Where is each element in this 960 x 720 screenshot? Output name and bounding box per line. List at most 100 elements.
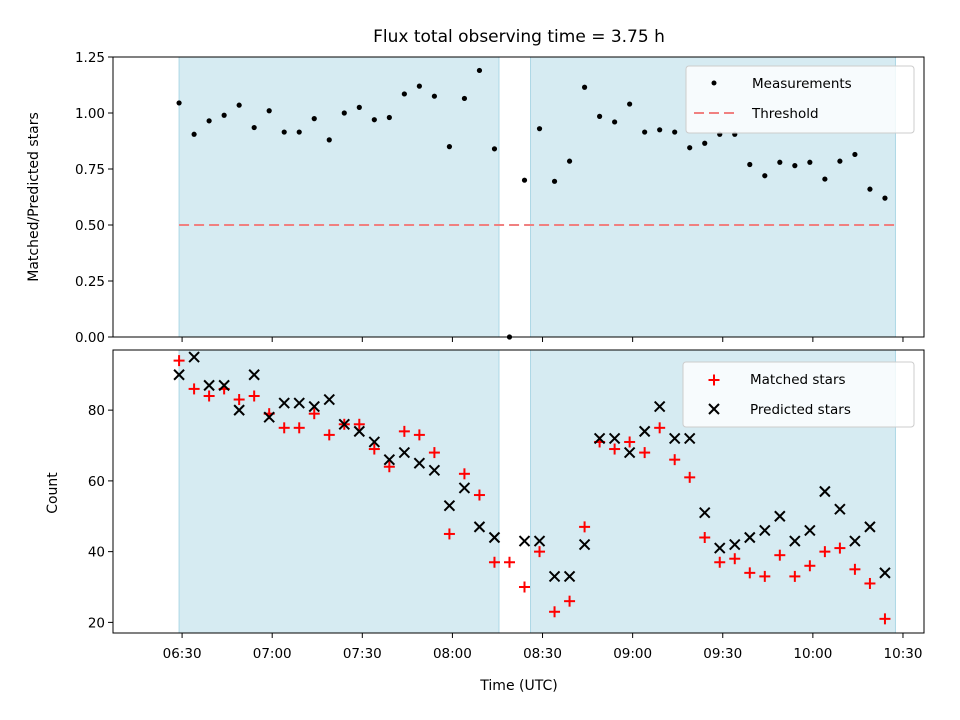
measurement-point — [777, 159, 783, 165]
measurement-point — [807, 159, 813, 165]
predicted-star-point — [879, 567, 891, 579]
predicted-star-point — [473, 521, 486, 533]
matched-star-point — [684, 471, 696, 483]
matched-star-point — [488, 556, 500, 568]
measurement-point — [612, 119, 618, 125]
count-y-axis: 20 40 60 80 — [88, 403, 113, 631]
measurement-point — [581, 84, 588, 90]
count-panel-frame — [112, 349, 925, 634]
observing-windows — [178, 350, 896, 633]
measurement-point — [236, 102, 242, 108]
y-tick-label: 60 — [88, 474, 105, 490]
ratio-x-axis — [181, 337, 904, 342]
measurement-point — [762, 173, 768, 179]
measurement-point — [536, 126, 543, 132]
matched-star-point — [669, 454, 681, 466]
y-tick-label: 1.00 — [75, 106, 105, 122]
predicted-star-point — [443, 499, 456, 512]
predicted-star-point — [563, 570, 576, 583]
matched-star-point — [308, 408, 320, 420]
predicted-star-point — [668, 432, 681, 445]
count-legend: Matched stars Predicted stars — [682, 361, 915, 428]
ratio-panel: 0.00 0.25 0.50 0.75 1.00 1.25 Matched/Predict… — [26, 50, 925, 346]
matched-star-point — [804, 560, 816, 572]
measurement-point — [461, 95, 468, 102]
x-tick-label: 09:30 — [703, 646, 742, 662]
measurement-point — [416, 83, 422, 89]
measurement-point — [657, 127, 663, 133]
measurements-series — [176, 67, 888, 340]
chart-title: Flux total observing time = 3.75 h — [373, 27, 665, 47]
matched-star-point — [398, 425, 410, 437]
y-tick-label: 0.00 — [75, 330, 105, 346]
legend-plus-glyph — [708, 374, 720, 386]
predicted-star-point — [849, 535, 861, 547]
matched-star-point — [383, 461, 395, 473]
count-x-axis: 06:30 07:00 07:30 08:00 08:30 09:00 09:30 10:00… — [163, 633, 922, 662]
y-tick-label: 20 — [88, 615, 105, 631]
predicted-star-point — [308, 400, 320, 413]
predicted-star-point — [759, 524, 771, 537]
matched-star-point — [639, 447, 651, 459]
measurement-point — [867, 186, 873, 192]
x-axis-label: Time (UTC) — [479, 678, 557, 694]
x-tick-label: 08:00 — [433, 646, 472, 662]
predicted-star-point — [368, 436, 381, 448]
y-tick-label: 0.25 — [75, 274, 105, 290]
measurement-point — [672, 129, 678, 135]
legend-x-glyph — [708, 403, 720, 415]
predicted-star-point — [653, 400, 666, 413]
measurement-point — [597, 113, 603, 119]
legend-matched-label: Matched stars — [750, 372, 846, 388]
predicted-star-point — [428, 464, 441, 476]
measurement-point — [326, 137, 332, 143]
predicted-star-point — [729, 538, 741, 551]
predicted-star-point — [684, 432, 696, 445]
matched-star-point — [323, 429, 335, 441]
predicted-star-point — [458, 482, 471, 494]
predicted-star-point — [744, 531, 756, 544]
predicted-star-point — [548, 570, 561, 583]
y-tick-label: 40 — [88, 545, 105, 561]
count-series — [173, 351, 891, 625]
x-tick-label: 10:00 — [793, 646, 832, 662]
matched-star-point — [173, 355, 185, 367]
predicted-star-point — [608, 432, 621, 445]
measurement-point — [296, 129, 302, 135]
matched-star-point — [549, 606, 561, 618]
predicted-star-point — [774, 510, 786, 522]
predicted-star-point — [293, 397, 305, 409]
observing-window-band — [179, 350, 499, 633]
matched-star-point — [248, 390, 260, 402]
matched-star-point — [458, 468, 470, 480]
measurement-point — [852, 151, 858, 158]
y-tick-label: 0.50 — [75, 218, 105, 234]
measurement-point — [431, 93, 437, 99]
legend-measurement-marker — [711, 80, 717, 86]
legend-frame — [682, 361, 915, 428]
predicted-star-point — [248, 369, 260, 381]
predicted-star-point — [173, 369, 185, 381]
measurement-point — [356, 104, 362, 110]
legend-matched-marker — [708, 374, 720, 386]
matched-star-point — [368, 443, 380, 455]
measurement-point — [702, 140, 708, 146]
y-tick-label: 0.75 — [75, 162, 105, 178]
matched-star-point — [819, 546, 831, 558]
ratio-panel-frame — [112, 56, 925, 338]
measurement-point — [822, 176, 828, 182]
x-tick-label: 08:30 — [523, 646, 562, 662]
predicted-star-point — [278, 397, 290, 409]
matched-star-point — [353, 418, 365, 430]
matched-star-point — [579, 521, 591, 533]
predicted-star-point — [203, 379, 215, 392]
predicted-star-point — [383, 453, 396, 466]
measurement-point — [311, 116, 317, 122]
matched-star-point — [744, 567, 756, 579]
measurement-point — [176, 100, 182, 106]
matched-star-point — [203, 390, 215, 402]
x-tick-label: 07:30 — [343, 646, 382, 662]
matched-star-point — [293, 422, 305, 434]
measurement-point — [687, 145, 693, 151]
ratio-legend: Measurements Threshold — [685, 65, 915, 134]
